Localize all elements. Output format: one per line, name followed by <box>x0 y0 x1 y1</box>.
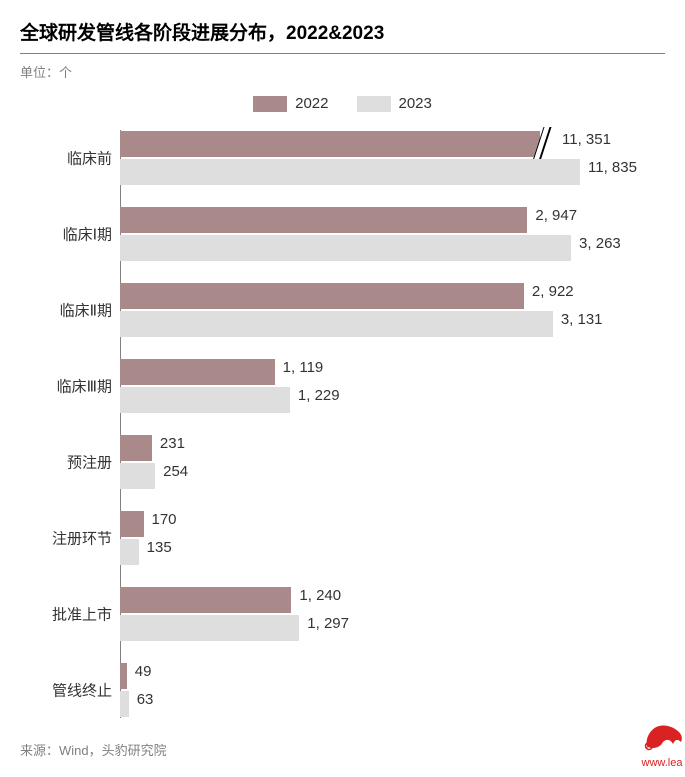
category-group: 临床Ⅰ期2, 9473, 263 <box>120 206 665 262</box>
bar-row-2023: 135 <box>120 538 665 566</box>
legend-item-2022: 2022 <box>253 95 328 112</box>
bar-value-2022: 2, 947 <box>535 207 577 224</box>
category-group: 临床Ⅲ期1, 1191, 229 <box>120 358 665 414</box>
bar-2023: 1, 297 <box>120 615 299 641</box>
bar-chart: 临床前11, 35111, 835临床Ⅰ期2, 9473, 263临床Ⅱ期2, … <box>20 130 665 718</box>
bar-row-2022: 临床前11, 351 <box>120 130 665 158</box>
bar-2022: 231 <box>120 435 152 461</box>
legend-swatch-2022 <box>253 96 287 112</box>
bar-row-2022: 注册环节170 <box>120 510 665 538</box>
bar-value-2022: 170 <box>152 511 177 528</box>
bar-row-2022: 管线终止49 <box>120 662 665 690</box>
bar-value-2023: 135 <box>147 539 172 556</box>
bar-row-2023: 3, 263 <box>120 234 665 262</box>
category-group: 注册环节170135 <box>120 510 665 566</box>
bar-row-2023: 1, 297 <box>120 614 665 642</box>
category-label: 临床Ⅰ期 <box>20 224 112 245</box>
bar-row-2023: 254 <box>120 462 665 490</box>
bar-value-2022: 11, 351 <box>562 131 611 148</box>
bar-row-2022: 临床Ⅲ期1, 119 <box>120 358 665 386</box>
bar-2023: 3, 263 <box>120 235 571 261</box>
unit-label: 单位：个 <box>20 62 665 81</box>
bar-value-2022: 231 <box>160 435 185 452</box>
bar-2023: 11, 835 <box>120 159 580 185</box>
bar-2022: 2, 947 <box>120 207 527 233</box>
bar-row-2022: 预注册231 <box>120 434 665 462</box>
legend-label-2022: 2022 <box>295 95 328 112</box>
bar-value-2023: 3, 131 <box>561 311 603 328</box>
bar-2022: 2, 922 <box>120 283 524 309</box>
bar-value-2022: 1, 240 <box>299 587 341 604</box>
bar-row-2023: 11, 835 <box>120 158 665 186</box>
category-label: 批准上市 <box>20 604 112 625</box>
bar-2022: 1, 240 <box>120 587 291 613</box>
bar-value-2022: 1, 119 <box>283 359 324 376</box>
axis-break-icon <box>534 127 552 161</box>
category-group: 批准上市1, 2401, 297 <box>120 586 665 642</box>
bar-row-2023: 1, 229 <box>120 386 665 414</box>
category-group: 临床前11, 35111, 835 <box>120 130 665 186</box>
bar-value-2023: 3, 263 <box>579 235 621 252</box>
bar-2023: 135 <box>120 539 139 565</box>
category-label: 管线终止 <box>20 680 112 701</box>
bar-value-2022: 49 <box>135 663 152 680</box>
bar-2023: 254 <box>120 463 155 489</box>
legend-label-2023: 2023 <box>399 95 432 112</box>
bar-row-2022: 临床Ⅰ期2, 947 <box>120 206 665 234</box>
title-rule <box>20 53 665 54</box>
category-group: 管线终止4963 <box>120 662 665 718</box>
bar-row-2022: 临床Ⅱ期2, 922 <box>120 282 665 310</box>
bar-2022: 170 <box>120 511 144 537</box>
leopard-icon <box>639 718 685 752</box>
bar-2022: 11, 351 <box>120 131 540 157</box>
legend-swatch-2023 <box>357 96 391 112</box>
watermark-logo: www.lea <box>639 718 685 769</box>
bar-value-2023: 254 <box>163 463 188 480</box>
category-label: 临床Ⅱ期 <box>20 300 112 321</box>
bar-row-2023: 63 <box>120 690 665 718</box>
category-label: 注册环节 <box>20 528 112 549</box>
bar-value-2022: 2, 922 <box>532 283 574 300</box>
bar-2023: 1, 229 <box>120 387 290 413</box>
bar-row-2022: 批准上市1, 240 <box>120 586 665 614</box>
bar-2023: 3, 131 <box>120 311 553 337</box>
bar-row-2023: 3, 131 <box>120 310 665 338</box>
category-group: 临床Ⅱ期2, 9223, 131 <box>120 282 665 338</box>
bar-2023: 63 <box>120 691 129 717</box>
bar-2022: 49 <box>120 663 127 689</box>
legend: 2022 2023 <box>20 95 665 112</box>
category-group: 预注册231254 <box>120 434 665 490</box>
bar-value-2023: 1, 297 <box>307 615 349 632</box>
source-text: 来源：Wind，头豹研究院 <box>20 740 665 759</box>
category-label: 临床Ⅲ期 <box>20 376 112 397</box>
legend-item-2023: 2023 <box>357 95 432 112</box>
bar-2022: 1, 119 <box>120 359 275 385</box>
bar-value-2023: 63 <box>137 691 154 708</box>
bar-value-2023: 1, 229 <box>298 387 340 404</box>
category-label: 临床前 <box>20 148 112 169</box>
bar-value-2023: 11, 835 <box>588 159 637 176</box>
watermark-text: www.lea <box>639 757 685 769</box>
chart-title: 全球研发管线各阶段进展分布，2022&2023 <box>20 18 665 53</box>
category-label: 预注册 <box>20 452 112 473</box>
